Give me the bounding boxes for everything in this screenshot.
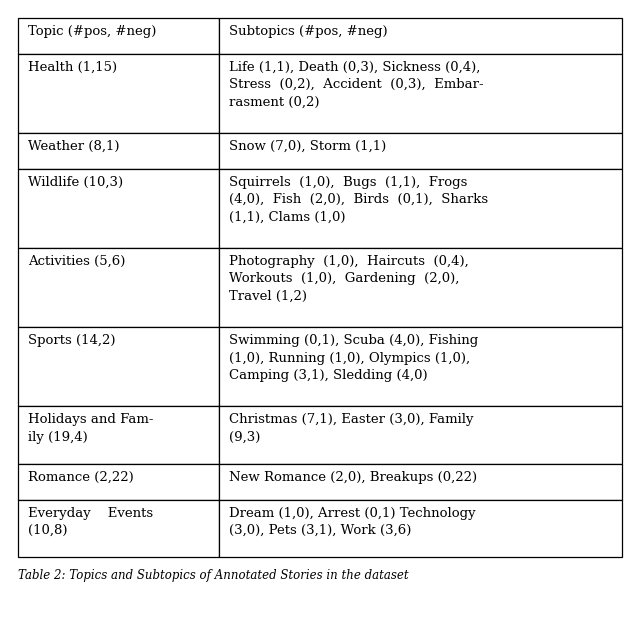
Text: Life (1,1), Death (0,3), Sickness (0,4),
Stress  (0,2),  Accident  (0,3),  Embar: Life (1,1), Death (0,3), Sickness (0,4),…: [229, 60, 484, 109]
Bar: [219, 53, 622, 133]
Text: Squirrels  (1,0),  Bugs  (1,1),  Frogs
(4,0),  Fish  (2,0),  Birds  (0,1),  Shar: Squirrels (1,0), Bugs (1,1), Frogs (4,0)…: [229, 175, 488, 223]
Text: Everyday    Events
(10,8): Everyday Events (10,8): [28, 506, 153, 537]
Bar: [18, 169, 219, 248]
Bar: [219, 464, 622, 499]
Text: Subtopics (#pos, #neg): Subtopics (#pos, #neg): [229, 25, 388, 38]
Text: Wildlife (10,3): Wildlife (10,3): [28, 175, 123, 188]
Text: Holidays and Fam-
ily (19,4): Holidays and Fam- ily (19,4): [28, 414, 154, 444]
Bar: [219, 499, 622, 557]
Bar: [219, 18, 622, 53]
Text: Swimming (0,1), Scuba (4,0), Fishing
(1,0), Running (1,0), Olympics (1,0),
Campi: Swimming (0,1), Scuba (4,0), Fishing (1,…: [229, 334, 478, 382]
Bar: [18, 133, 219, 169]
Bar: [18, 248, 219, 327]
Bar: [18, 53, 219, 133]
Text: Romance (2,22): Romance (2,22): [28, 471, 134, 484]
Bar: [18, 18, 219, 53]
Bar: [219, 406, 622, 464]
Bar: [18, 464, 219, 499]
Text: Weather (8,1): Weather (8,1): [28, 140, 120, 153]
Bar: [219, 133, 622, 169]
Bar: [219, 327, 622, 406]
Text: Snow (7,0), Storm (1,1): Snow (7,0), Storm (1,1): [229, 140, 387, 153]
Bar: [18, 499, 219, 557]
Text: Topic (#pos, #neg): Topic (#pos, #neg): [28, 25, 156, 38]
Text: Health (1,15): Health (1,15): [28, 60, 117, 73]
Bar: [219, 169, 622, 248]
Text: Table 2: Topics and Subtopics of Annotated Stories in the dataset: Table 2: Topics and Subtopics of Annotat…: [18, 569, 408, 582]
Bar: [219, 248, 622, 327]
Bar: [18, 327, 219, 406]
Text: Activities (5,6): Activities (5,6): [28, 255, 125, 268]
Text: Photography  (1,0),  Haircuts  (0,4),
Workouts  (1,0),  Gardening  (2,0),
Travel: Photography (1,0), Haircuts (0,4), Worko…: [229, 255, 469, 303]
Text: New Romance (2,0), Breakups (0,22): New Romance (2,0), Breakups (0,22): [229, 471, 477, 484]
Text: Sports (14,2): Sports (14,2): [28, 334, 115, 347]
Text: Dream (1,0), Arrest (0,1) Technology
(3,0), Pets (3,1), Work (3,6): Dream (1,0), Arrest (0,1) Technology (3,…: [229, 506, 476, 537]
Bar: [18, 406, 219, 464]
Text: Christmas (7,1), Easter (3,0), Family
(9,3): Christmas (7,1), Easter (3,0), Family (9…: [229, 414, 474, 444]
